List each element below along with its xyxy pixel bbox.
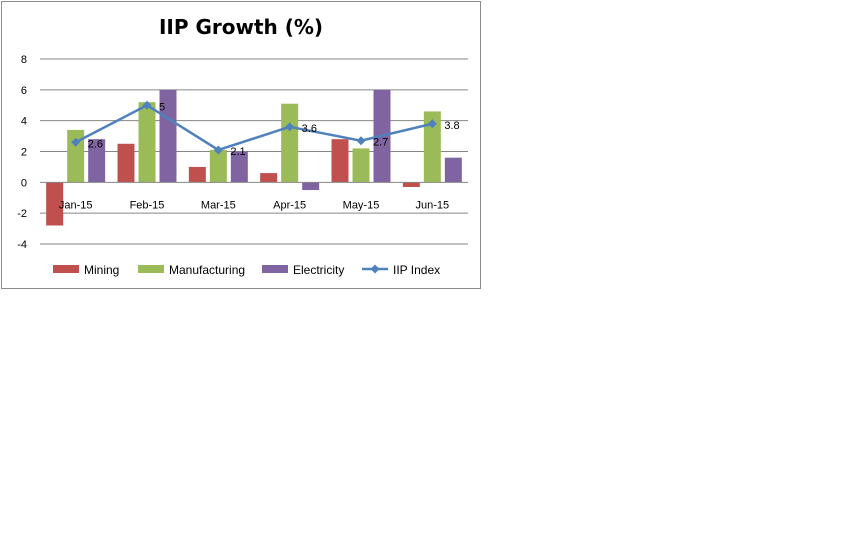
data-label: 3.8 — [444, 120, 459, 132]
data-label: 2.6 — [88, 138, 103, 150]
x-tick-label: Jun-15 — [416, 199, 450, 211]
x-tick-label: Mar-15 — [201, 199, 236, 211]
data-label: 5 — [159, 101, 165, 113]
legend-label: Electricity — [293, 263, 344, 277]
data-label: 2.7 — [373, 137, 388, 149]
line-point-mar-15 — [213, 145, 223, 155]
legend-swatch-mining — [53, 265, 79, 273]
chart-svg: IIP Growth (%) -4 -2 0 2 4 6 8 Jan-15 Feb-15 Mar… — [17, 15, 468, 277]
y-tick-label: 8 — [21, 54, 27, 66]
data-labels: 2.6 5 2.1 3.6 2.7 3.8 — [88, 101, 460, 158]
bar-manufacturing-jan-15 — [67, 129, 85, 183]
data-label: 3.6 — [302, 123, 317, 135]
bar-mining-feb-15 — [117, 143, 135, 183]
bar-electricity-feb-15 — [159, 89, 177, 183]
bar-mining-jan-15 — [46, 182, 64, 226]
bar-electricity-jun-15 — [444, 157, 462, 183]
line-iip-index — [75, 103, 433, 152]
y-tick-label: 0 — [21, 177, 27, 189]
data-label: 2.1 — [230, 146, 245, 158]
y-tick-label: 6 — [21, 85, 27, 97]
line-point-feb-15 — [142, 100, 152, 110]
legend-swatch-manufacturing — [138, 265, 164, 273]
iip-line — [71, 100, 437, 155]
bar-manufacturing-jun-15 — [423, 111, 441, 183]
bar-mining-apr-15 — [260, 173, 278, 183]
legend-label: IIP Index — [393, 263, 440, 277]
bar-manufacturing-feb-15 — [138, 102, 156, 183]
bar-mining-may-15 — [331, 139, 349, 183]
legend-swatch-electricity — [262, 265, 288, 273]
bar-electricity-mar-15 — [230, 151, 248, 183]
legend-label: Manufacturing — [169, 263, 245, 277]
y-tick-label: -2 — [17, 208, 27, 220]
y-tick-label: 4 — [21, 116, 27, 128]
bar-manufacturing-mar-15 — [209, 149, 227, 183]
y-axis-ticks: -4 -2 0 2 4 6 8 — [17, 54, 27, 251]
line-point-jun-15 — [427, 119, 437, 129]
bar-electricity-jan-15 — [88, 139, 106, 183]
x-tick-label: May-15 — [343, 199, 380, 211]
x-tick-label: Jan-15 — [59, 199, 93, 211]
x-axis-ticks: Jan-15 Feb-15 Mar-15 Apr-15 May-15 Jun-15 — [59, 199, 449, 211]
chart-title: IIP Growth (%) — [159, 15, 323, 39]
legend-marker — [370, 264, 380, 274]
bar-manufacturing-may-15 — [352, 148, 370, 183]
bar-electricity-apr-15 — [302, 182, 320, 191]
line-point-jan-15 — [71, 137, 81, 147]
bar-manufacturing-apr-15 — [281, 103, 299, 183]
bars — [46, 89, 462, 226]
chart-container: IIP Growth (%) -4 -2 0 2 4 6 8 Jan-15 Feb-15 Mar… — [1, 1, 481, 289]
legend-label: Mining — [84, 263, 119, 277]
bar-mining-jun-15 — [402, 182, 420, 187]
line-point-apr-15 — [285, 122, 295, 132]
bar-mining-mar-15 — [188, 166, 206, 183]
x-tick-label: Apr-15 — [273, 199, 306, 211]
legend: Mining Manufacturing Electricity IIP Index — [53, 263, 440, 277]
x-tick-label: Feb-15 — [130, 199, 165, 211]
y-tick-label: -4 — [17, 239, 27, 251]
line-point-may-15 — [356, 136, 366, 146]
grid-lines — [40, 58, 468, 245]
y-tick-label: 2 — [21, 147, 27, 159]
